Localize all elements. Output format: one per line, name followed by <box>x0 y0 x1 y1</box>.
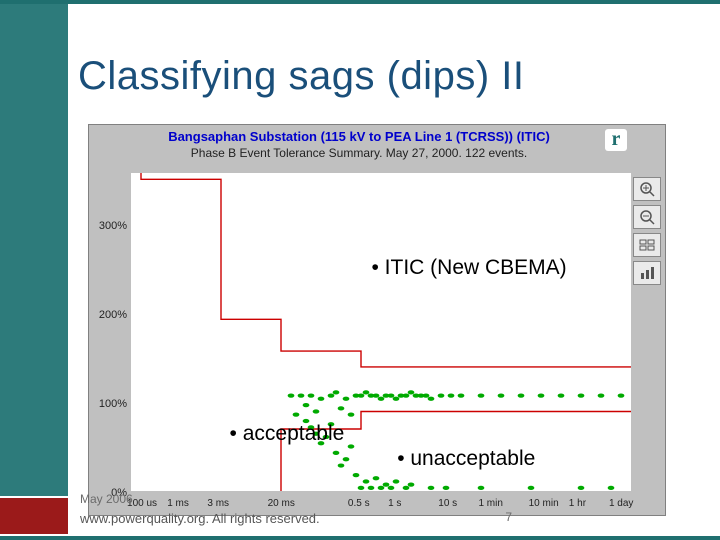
x-tick-label: 0.5 s <box>348 498 370 509</box>
x-tick-label: 1 min <box>478 498 502 509</box>
chart-logo: r <box>605 129 627 151</box>
decor-footer-stripe <box>0 536 720 540</box>
chart-subtitle: Phase B Event Tolerance Summary. May 27,… <box>89 146 629 160</box>
zoom-in-icon[interactable] <box>633 177 661 201</box>
decor-left-teal <box>0 4 68 496</box>
legend-icon[interactable] <box>633 233 661 257</box>
x-tick-label: 1 s <box>388 498 401 509</box>
footer-page: 7 <box>505 510 512 524</box>
footer-date: May 2006 <box>80 492 133 506</box>
chart-container: Bangsaphan Substation (115 kV to PEA Lin… <box>88 124 666 516</box>
x-tick-label: 3 ms <box>207 498 229 509</box>
x-tick-label: 1 day <box>609 498 633 509</box>
page-title: Classifying sags (dips) II <box>78 54 524 99</box>
y-tick-label: 300% <box>99 220 127 232</box>
chart-header: Bangsaphan Substation (115 kV to PEA Lin… <box>89 129 629 160</box>
x-tick-label: 10 min <box>529 498 559 509</box>
chart-plot: • ITIC (New CBEMA) • acceptable • unacce… <box>131 173 631 491</box>
chart-title: Bangsaphan Substation (115 kV to PEA Lin… <box>89 129 629 144</box>
decor-left-red <box>0 498 68 534</box>
y-tick-label: 200% <box>99 309 127 321</box>
bars-icon[interactable] <box>633 261 661 285</box>
annot-acceptable: • acceptable <box>230 422 345 446</box>
x-tick-label: 20 ms <box>268 498 295 509</box>
chart-svg <box>131 173 631 491</box>
chart-toolbar <box>633 177 663 289</box>
x-tick-label: 10 s <box>438 498 457 509</box>
x-tick-label: 1 hr <box>569 498 586 509</box>
zoom-out-icon[interactable] <box>633 205 661 229</box>
annot-unacceptable: • unacceptable <box>397 447 535 471</box>
annot-itic: • ITIC (New CBEMA) <box>371 256 566 280</box>
footer-copyright: www.powerquality.org. All rights reserve… <box>80 511 320 526</box>
slide: Classifying sags (dips) II Bangsaphan Su… <box>0 0 720 540</box>
x-tick-label: 1 ms <box>167 498 189 509</box>
decor-top-stripe <box>0 0 720 4</box>
y-tick-label: 100% <box>99 398 127 410</box>
